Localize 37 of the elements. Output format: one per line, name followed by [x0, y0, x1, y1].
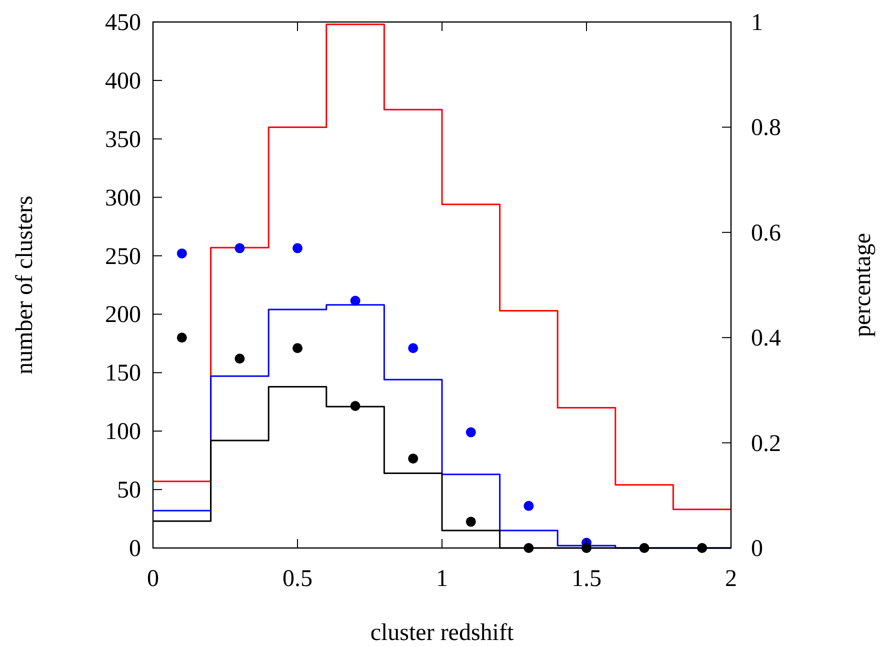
- x-axis-title: cluster redshift: [370, 620, 514, 646]
- y-tick-label: 50: [117, 478, 141, 504]
- point: [234, 354, 245, 364]
- point: [408, 343, 418, 354]
- y-tick-label: 450: [105, 10, 141, 36]
- y2-tick-label: 0.6: [751, 220, 781, 246]
- point: [176, 248, 187, 258]
- x-tick-label: 0: [147, 566, 159, 592]
- y2-axis-title: percentage: [850, 233, 876, 337]
- y-tick-label: 150: [105, 360, 141, 387]
- point: [408, 454, 418, 464]
- x-tick-label: 0.5: [282, 566, 312, 592]
- point: [176, 332, 187, 343]
- point: [234, 243, 245, 254]
- y2-tick-label: 0.8: [751, 115, 781, 142]
- point: [524, 500, 534, 511]
- point: [292, 343, 302, 354]
- x-tick-label: 1: [436, 566, 448, 592]
- y-tick-label: 0: [129, 536, 141, 562]
- y2-tick-label: 0.2: [751, 430, 781, 457]
- y-tick-label: 100: [105, 419, 141, 446]
- y2-tick-label: 0: [751, 536, 763, 562]
- y2-tick-label: 0.4: [751, 326, 781, 352]
- point: [466, 516, 476, 527]
- y-tick-label: 250: [105, 244, 141, 270]
- point: [350, 296, 360, 306]
- point: [350, 400, 360, 411]
- y-axis-title: number of clusters: [12, 196, 38, 374]
- y2-tick-label: 1: [751, 10, 763, 36]
- x-tick-label: 2: [725, 566, 737, 592]
- y-tick-label: 400: [105, 68, 141, 94]
- point: [466, 427, 476, 438]
- y-tick-label: 300: [105, 185, 141, 212]
- y-tick-label: 350: [105, 126, 141, 153]
- point: [292, 243, 302, 254]
- x-tick-label: 1.5: [572, 566, 602, 592]
- y-tick-label: 200: [105, 302, 141, 328]
